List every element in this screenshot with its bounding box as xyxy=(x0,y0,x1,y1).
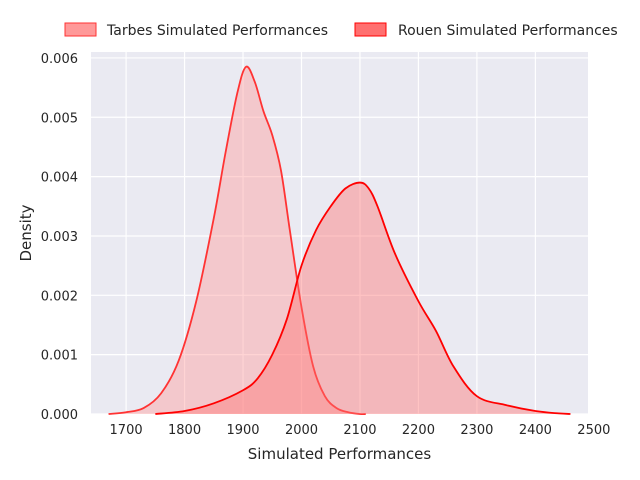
y-axis-label: Density xyxy=(17,204,35,261)
y-tick-label: 0.000 xyxy=(41,408,78,423)
legend-label-tarbes: Tarbes Simulated Performances xyxy=(106,23,328,39)
x-axis-ticks: 1700 1800 1900 2000 2100 2200 2300 2400 2500 xyxy=(110,423,611,438)
x-tick-label: 2300 xyxy=(460,423,493,438)
density-fill-tarbes xyxy=(108,66,366,415)
x-tick-label: 1800 xyxy=(168,423,201,438)
legend: Tarbes Simulated Performances Rouen Simu… xyxy=(64,22,618,39)
y-tick-label: 0.006 xyxy=(41,52,78,67)
y-tick-label: 0.002 xyxy=(41,289,78,304)
x-tick-label: 1900 xyxy=(226,423,259,438)
density-line-rouen xyxy=(155,181,571,415)
density-areas xyxy=(108,65,571,416)
y-tick-label: 0.004 xyxy=(41,171,78,186)
y-tick-label: 0.005 xyxy=(41,111,78,126)
legend-swatch-rouen xyxy=(354,22,387,37)
x-tick-label: 2100 xyxy=(343,423,376,438)
x-tick-label: 2000 xyxy=(285,423,318,438)
y-axis-ticks: 0.000 0.001 0.002 0.003 0.004 0.005 0.006 xyxy=(41,52,78,423)
x-tick-label: 1700 xyxy=(110,423,143,438)
x-tick-label: 2400 xyxy=(519,423,552,438)
density-fill-rouen xyxy=(155,182,571,414)
y-tick-label: 0.001 xyxy=(41,349,78,364)
grid-lines xyxy=(91,52,595,415)
x-tick-label: 2500 xyxy=(577,423,610,438)
legend-label-rouen: Rouen Simulated Performances xyxy=(398,23,618,39)
x-tick-label: 2200 xyxy=(402,423,435,438)
plot-background xyxy=(91,52,588,414)
x-axis-label: Simulated Performances xyxy=(248,445,432,463)
y-tick-label: 0.003 xyxy=(41,230,78,245)
density-line-tarbes xyxy=(108,65,366,416)
legend-swatch-tarbes xyxy=(64,22,97,37)
